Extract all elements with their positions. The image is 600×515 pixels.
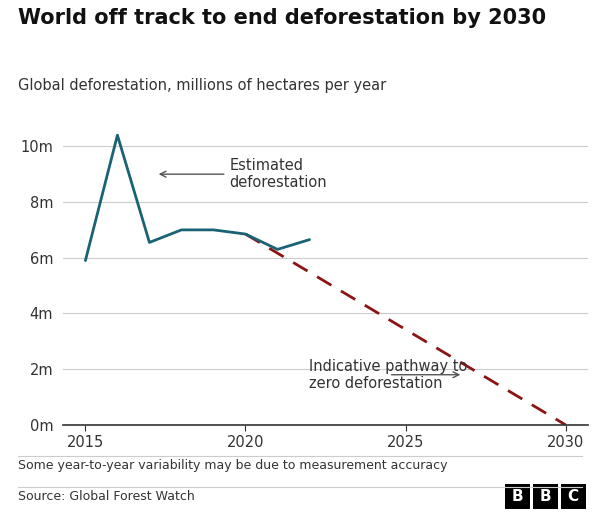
Text: B: B <box>511 489 523 504</box>
FancyBboxPatch shape <box>533 484 558 509</box>
Text: Global deforestation, millions of hectares per year: Global deforestation, millions of hectar… <box>18 78 386 93</box>
Text: B: B <box>539 489 551 504</box>
Text: Indicative pathway to
zero deforestation: Indicative pathway to zero deforestation <box>310 358 468 391</box>
Text: Some year-to-year variability may be due to measurement accuracy: Some year-to-year variability may be due… <box>18 459 448 472</box>
FancyBboxPatch shape <box>505 484 530 509</box>
FancyBboxPatch shape <box>560 484 586 509</box>
Text: Estimated
deforestation: Estimated deforestation <box>160 158 327 191</box>
Text: Source: Global Forest Watch: Source: Global Forest Watch <box>18 490 195 503</box>
Text: C: C <box>568 489 579 504</box>
Text: World off track to end deforestation by 2030: World off track to end deforestation by … <box>18 8 546 28</box>
